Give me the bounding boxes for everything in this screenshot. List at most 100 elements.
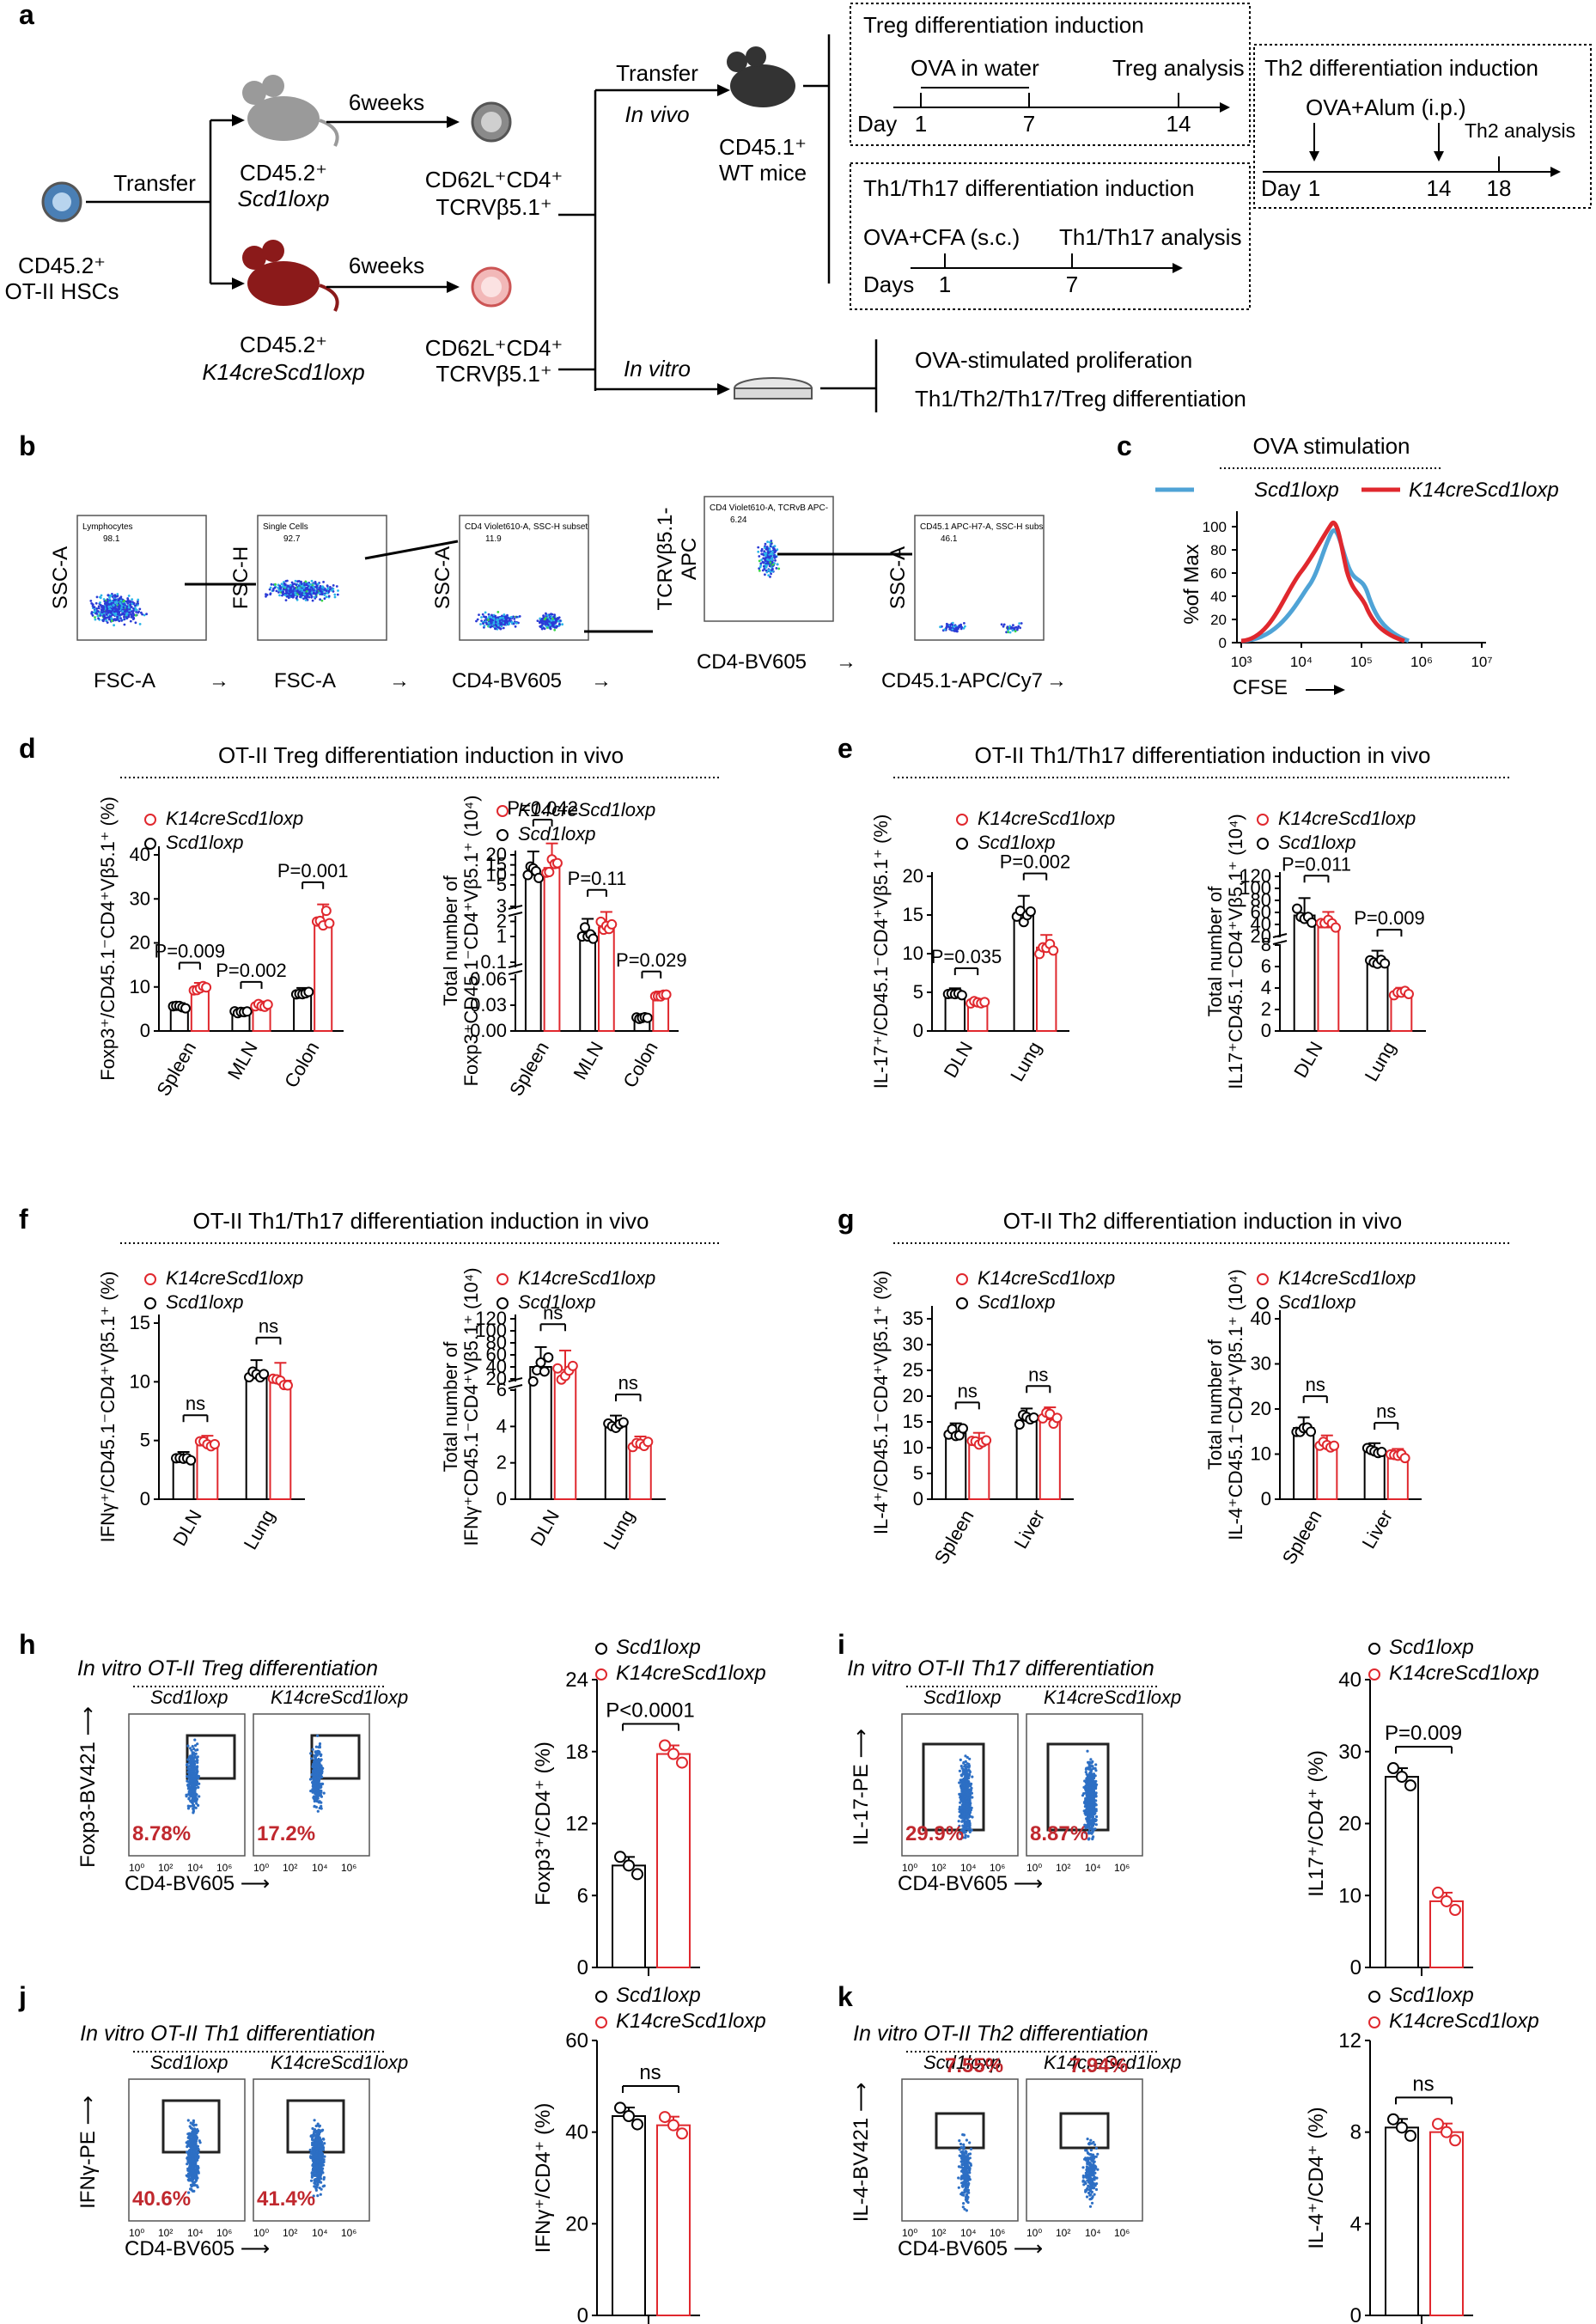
bar	[652, 996, 670, 1032]
gating-dot	[489, 625, 492, 629]
flow-event	[192, 2165, 195, 2168]
category-label: Liver	[1010, 1506, 1049, 1552]
gating-dot	[764, 558, 766, 561]
gating-dot	[119, 595, 123, 599]
category-label: Spleen	[1278, 1506, 1326, 1568]
join-lines	[558, 88, 722, 391]
arrow-right-icon: →	[1046, 669, 1067, 692]
flow-event	[959, 1778, 962, 1782]
gating-dot	[105, 601, 107, 605]
ytick-label: 0	[913, 1488, 923, 1510]
gating-dot	[89, 600, 93, 602]
flow-event	[193, 1795, 197, 1798]
gating-dot	[289, 583, 292, 587]
gating-dot	[287, 587, 290, 590]
gating-xlabel: CD45.1-APC/Cy7	[881, 669, 1043, 692]
gating-dot	[268, 588, 271, 591]
gating-dot	[127, 613, 131, 617]
flow-event	[958, 1805, 962, 1809]
gating-dot	[317, 583, 320, 585]
ylabel-1: Total number of	[1204, 1339, 1226, 1470]
gating-dot	[498, 619, 502, 623]
gating-dot	[758, 565, 762, 569]
legend-marker-ko	[956, 1273, 968, 1285]
flow-event	[964, 1833, 967, 1837]
element-4	[803, 34, 831, 284]
th1-tick-1: 1	[939, 271, 951, 297]
flow-event	[960, 1773, 964, 1777]
flow-event	[1094, 1823, 1098, 1827]
gating-dot	[764, 564, 768, 567]
gating-dot	[287, 584, 289, 588]
flow-event	[1089, 1758, 1093, 1761]
gating-dot	[110, 617, 113, 620]
flow-event	[196, 2165, 200, 2168]
flow-event	[194, 2138, 198, 2142]
flow-event	[190, 1748, 193, 1752]
data-point	[1329, 1440, 1340, 1451]
flow-event	[196, 2186, 199, 2189]
gating-dot	[97, 605, 101, 608]
flow-event	[1090, 1832, 1093, 1835]
data-point	[320, 906, 332, 917]
th1-tick-7: 7	[1066, 271, 1078, 297]
flow-event	[186, 1775, 191, 1778]
gating-dot	[1011, 629, 1014, 632]
data-point	[324, 918, 335, 929]
gating-dot	[119, 599, 123, 602]
gating-dot	[129, 600, 132, 603]
flow-event	[1085, 1766, 1088, 1770]
data-point	[539, 1366, 550, 1377]
weeks-label-2: 6weeks	[349, 253, 424, 278]
flow-event	[198, 1782, 201, 1785]
gating-dot	[306, 586, 309, 589]
gating-dot	[277, 591, 280, 594]
bar	[1366, 960, 1389, 1032]
flow-event	[970, 1786, 973, 1790]
gating-dot	[124, 610, 127, 613]
gating-dot	[769, 570, 772, 574]
p-value: ns	[958, 1380, 978, 1401]
gating-dot	[291, 589, 295, 593]
c-ytick-label: 80	[1210, 542, 1227, 558]
flow-event	[190, 1770, 193, 1773]
legend-marker-ko	[496, 805, 509, 817]
gating-dot	[115, 618, 119, 621]
flow-event	[196, 2169, 199, 2173]
gating-dot	[127, 606, 131, 609]
gating-dot	[777, 567, 781, 570]
gating-dot	[964, 625, 966, 628]
category-label: Spleen	[930, 1506, 978, 1568]
flow-xtick: 10⁴	[1085, 1862, 1101, 1874]
gating-dot	[131, 610, 135, 613]
data-point	[544, 867, 555, 878]
p-value: ns	[618, 1372, 638, 1394]
ytick-label: 15	[130, 1312, 150, 1333]
flow-event	[317, 1780, 320, 1784]
flow-event	[966, 1805, 969, 1809]
invitro-item-2: Th1/Th2/Th17/Treg differentiation	[915, 386, 1246, 412]
gating-dot	[763, 546, 766, 549]
gating-dot	[103, 600, 107, 603]
gating-dot	[766, 540, 769, 544]
flow-event	[320, 2177, 323, 2181]
gating-dot	[323, 594, 326, 596]
gating-dot	[506, 613, 509, 617]
gating-dot	[91, 614, 94, 617]
bar	[1363, 1449, 1386, 1501]
gating-dot	[123, 615, 125, 619]
bar	[1293, 1427, 1315, 1501]
flow-event	[313, 2162, 316, 2166]
gating-plot-3	[459, 515, 589, 641]
flow-event	[1090, 1801, 1093, 1804]
data-point	[201, 982, 212, 993]
gating-dot	[119, 617, 123, 620]
gating-dot	[510, 620, 514, 624]
donor-ctrl-label-1: CD45.2⁺	[240, 160, 327, 186]
gating-dot	[301, 592, 303, 595]
gating-dot	[496, 619, 498, 622]
gating-dot	[770, 572, 772, 576]
gating-dot	[332, 588, 335, 590]
flow-event	[316, 1796, 320, 1800]
th2-tick-18: 18	[1487, 175, 1512, 201]
